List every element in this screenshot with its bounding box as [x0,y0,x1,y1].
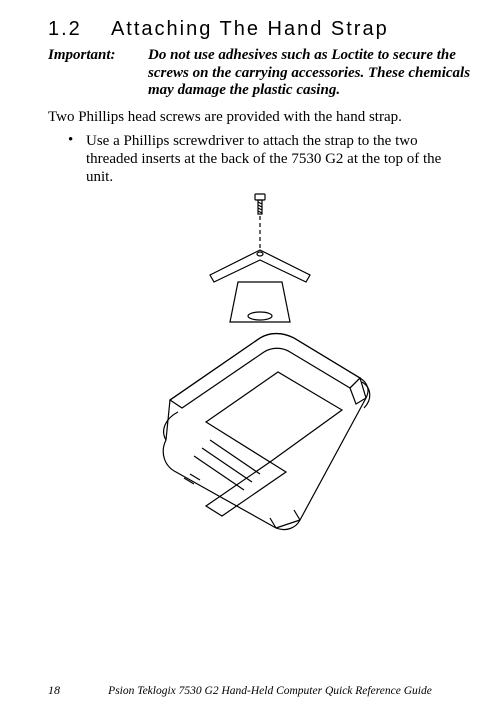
hand-strap-diagram [48,190,472,555]
important-label: Important: [48,47,148,100]
bullet-marker: • [68,132,86,186]
section-number: 1.2 [48,18,82,40]
page-number: 18 [48,683,68,698]
bullet-item: • Use a Phillips screwdriver to attach t… [48,132,472,186]
page: 1.2 Attaching The Hand Strap Important: … [0,0,500,716]
section-title-text: Attaching The Hand Strap [111,18,389,40]
bullet-text: Use a Phillips screwdriver to attach the… [86,132,472,186]
section-heading: 1.2 Attaching The Hand Strap [48,18,472,41]
footer-title: Psion Teklogix 7530 G2 Hand-Held Compute… [68,685,472,697]
important-text: Do not use adhesives such as Loctite to … [148,47,472,100]
important-note: Important: Do not use adhesives such as … [48,47,472,100]
intro-text: Two Phillips head screws are provided wi… [48,108,472,126]
diagram-svg [110,190,410,550]
page-footer: 18 Psion Teklogix 7530 G2 Hand-Held Comp… [48,683,472,698]
